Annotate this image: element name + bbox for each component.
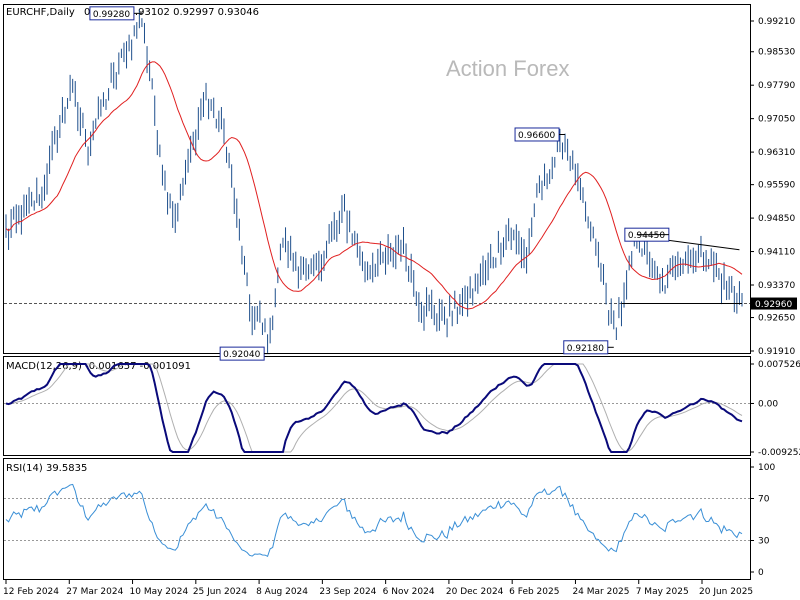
symbol-title: EURCHF,Daily 0.93059 0.93102 0.92997 0.9… bbox=[6, 7, 259, 18]
macd-pane bbox=[3, 356, 751, 456]
callout-label: 0.92040 bbox=[223, 350, 260, 360]
date-tick-label: 24 Mar 2025 bbox=[572, 587, 629, 597]
date-tick-label: 7 May 2025 bbox=[636, 587, 689, 597]
watermark-text: Action Forex bbox=[446, 56, 570, 81]
price-bars-layer bbox=[5, 9, 743, 353]
date-tick-label: 27 Mar 2024 bbox=[66, 587, 123, 597]
current-price-box bbox=[751, 297, 797, 310]
callout-label: 0.99280 bbox=[93, 10, 130, 20]
price-tick-label: 0.92650 bbox=[758, 314, 795, 324]
price-tick-label: 0.95590 bbox=[758, 181, 795, 191]
rsi-title: RSI(14) 39.5835 bbox=[6, 463, 87, 474]
symbol-name: EURCHF,Daily bbox=[6, 7, 75, 18]
date-tick-label: 12 Feb 2024 bbox=[3, 587, 59, 597]
date-tick-label: 20 Jun 2025 bbox=[699, 587, 753, 597]
annotation-layer: 0.99280 0.96600 0.94450 0.92040 0.92180 bbox=[89, 6, 742, 361]
rsi-layer bbox=[4, 483, 750, 557]
price-tick-label: 0.96310 bbox=[758, 148, 795, 158]
callout-label: 0.92180 bbox=[567, 344, 604, 354]
current-price-label: 0.92960 bbox=[755, 300, 792, 310]
price-tick-label: 0.97790 bbox=[758, 81, 795, 91]
rsi-tick-label: 70 bbox=[758, 495, 770, 505]
rsi-pane bbox=[3, 458, 751, 580]
macd-title: MACD(12,26,9) -0.001657 -0.001091 bbox=[6, 361, 191, 372]
date-tick-label: 23 Sep 2024 bbox=[319, 587, 376, 597]
macd-layer bbox=[4, 363, 750, 453]
rsi-tick-label: 0 bbox=[758, 568, 764, 578]
price-tick-label: 0.99210 bbox=[758, 17, 795, 27]
date-tick-label: 6 Feb 2025 bbox=[509, 587, 559, 597]
moving-average-line bbox=[5, 61, 743, 310]
date-tick-label: 6 Nov 2024 bbox=[383, 587, 435, 597]
callout-label: 0.96600 bbox=[518, 131, 555, 141]
date-tick-label: 20 Dec 2024 bbox=[446, 587, 504, 597]
rsi-line bbox=[5, 483, 743, 557]
macd-tick-label: 0.007526 bbox=[758, 360, 800, 370]
price-tick-label: 0.94110 bbox=[758, 248, 795, 258]
rsi-tick-label: 100 bbox=[758, 463, 775, 473]
axis-layer: 0.99210 0.98530 0.97790 0.97050 0.96310 0.955… bbox=[3, 17, 800, 597]
macd-tick-label: -0.009252 bbox=[758, 448, 800, 458]
price-tick-label: 0.97050 bbox=[758, 115, 795, 125]
price-tick-label: 0.91910 bbox=[758, 347, 795, 357]
moving-average-layer bbox=[5, 61, 743, 310]
macd-tick-label: 0.00 bbox=[758, 399, 778, 409]
price-pane bbox=[3, 4, 751, 354]
date-tick-label: 8 Aug 2024 bbox=[256, 587, 308, 597]
rsi-tick-label: 30 bbox=[758, 537, 770, 547]
callout-label: 0.94450 bbox=[628, 231, 665, 241]
ohlc-values: 0.93059 0.93102 0.92997 0.93046 bbox=[84, 7, 259, 18]
price-tick-label: 0.94850 bbox=[758, 214, 795, 224]
price-tick-label: 0.98530 bbox=[758, 48, 795, 58]
macd-main-line bbox=[5, 363, 743, 453]
price-tick-label: 0.93370 bbox=[758, 281, 795, 291]
date-tick-label: 10 May 2024 bbox=[130, 587, 189, 597]
date-tick-label: 25 Jun 2024 bbox=[193, 587, 247, 597]
